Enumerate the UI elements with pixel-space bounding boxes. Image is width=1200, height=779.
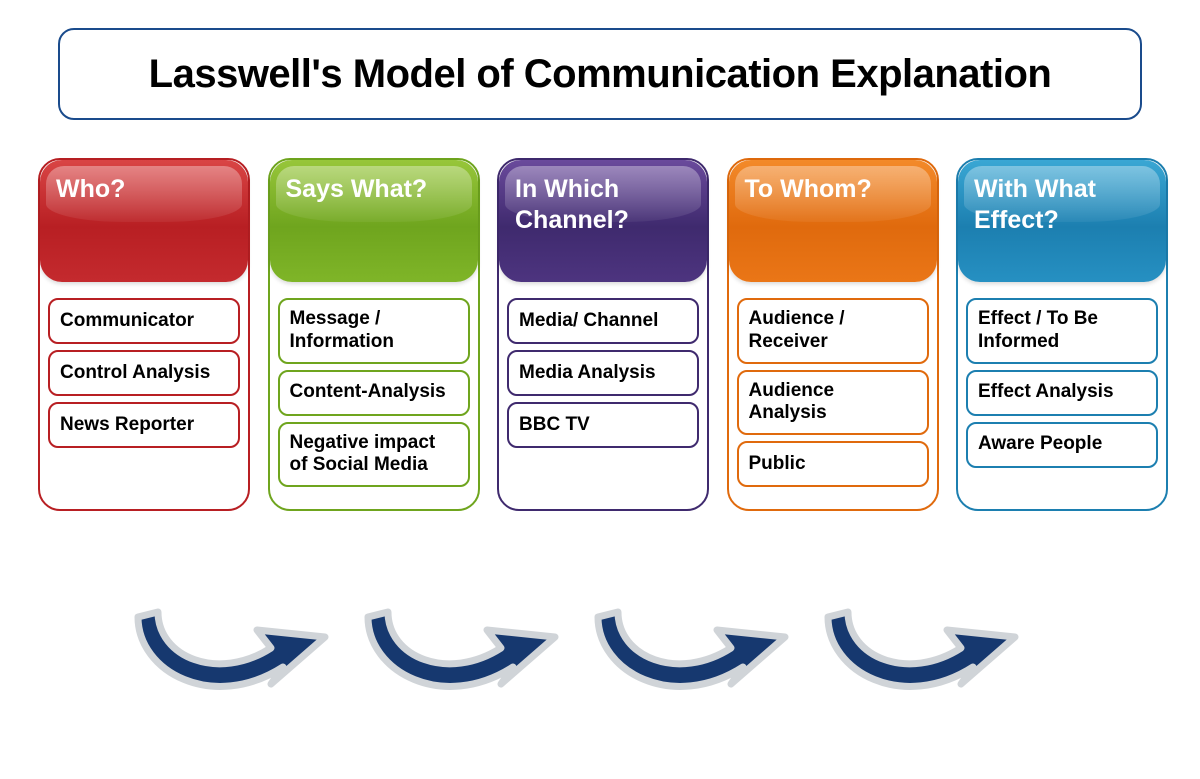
column-body: Audience / Receiver Audience Analysis Publ…: [729, 288, 937, 499]
column-item-label: Control Analysis: [60, 362, 210, 385]
column-header-label: With What Effect?: [974, 174, 1150, 237]
flow-arrow-icon: [103, 582, 353, 732]
flow-arrow-icon: [793, 582, 1043, 732]
column-item-label: Effect Analysis: [978, 381, 1114, 404]
column-item: Content-Analysis: [278, 370, 470, 416]
column-header-who: Who?: [40, 160, 248, 282]
column-header-to-whom: To Whom?: [729, 160, 937, 282]
column-item: Effect Analysis: [966, 370, 1158, 416]
column-header-label: In Which Channel?: [515, 174, 691, 237]
column-body: Message / Information Content-Analysis Neg…: [270, 288, 478, 499]
column-item-label: Aware People: [978, 433, 1102, 456]
column-item: Audience Analysis: [737, 370, 929, 436]
column-item-label: Effect / To Be Informed: [978, 308, 1146, 354]
column-header-effect: With What Effect?: [958, 160, 1166, 282]
column-header-channel: In Which Channel?: [499, 160, 707, 282]
column-item: Media/ Channel: [507, 298, 699, 344]
column-item: Aware People: [966, 422, 1158, 468]
column-item-label: Audience / Receiver: [749, 308, 917, 354]
flow-arrow-icon: [563, 582, 813, 732]
arrows-container: [38, 582, 1168, 742]
columns-container: Who? Communicator Control Analysis News Rep…: [38, 158, 1168, 511]
column-item-label: Audience Analysis: [749, 380, 917, 426]
column-says-what: Says What? Message / Information Content-A…: [268, 158, 480, 511]
column-item: Public: [737, 441, 929, 487]
flow-arrow-icon: [333, 582, 583, 732]
column-item: Negative impact of Social Media: [278, 422, 470, 488]
column-item: Media Analysis: [507, 350, 699, 396]
column-item: Effect / To Be Informed: [966, 298, 1158, 364]
column-item-label: Media Analysis: [519, 362, 656, 385]
column-to-whom: To Whom? Audience / Receiver Audience Anal…: [727, 158, 939, 511]
column-body: Effect / To Be Informed Effect Analysis Aw…: [958, 288, 1166, 480]
column-item-label: Media/ Channel: [519, 310, 658, 333]
column-who: Who? Communicator Control Analysis News Rep…: [38, 158, 250, 511]
column-item-label: BBC TV: [519, 414, 590, 437]
column-header-label: Says What?: [286, 174, 428, 205]
column-item-label: Communicator: [60, 310, 194, 333]
column-header-label: To Whom?: [745, 174, 872, 205]
column-item-label: Content-Analysis: [290, 381, 446, 404]
title-box: Lasswell's Model of Communication Explan…: [58, 28, 1142, 120]
column-item: Communicator: [48, 298, 240, 344]
page-title: Lasswell's Model of Communication Explan…: [149, 52, 1052, 97]
column-item-label: Negative impact of Social Media: [290, 432, 458, 478]
column-item: Audience / Receiver: [737, 298, 929, 364]
column-body: Communicator Control Analysis News Reporte…: [40, 288, 248, 460]
column-item-label: News Reporter: [60, 414, 194, 437]
column-item-label: Message / Information: [290, 308, 458, 354]
column-item: Control Analysis: [48, 350, 240, 396]
column-header-says-what: Says What?: [270, 160, 478, 282]
column-header-label: Who?: [56, 174, 125, 205]
column-effect: With What Effect? Effect / To Be Informed…: [956, 158, 1168, 511]
column-channel: In Which Channel? Media/ Channel Media Ana…: [497, 158, 709, 511]
column-item: Message / Information: [278, 298, 470, 364]
column-item: News Reporter: [48, 402, 240, 448]
column-item: BBC TV: [507, 402, 699, 448]
column-body: Media/ Channel Media Analysis BBC TV: [499, 288, 707, 460]
column-item-label: Public: [749, 453, 806, 476]
